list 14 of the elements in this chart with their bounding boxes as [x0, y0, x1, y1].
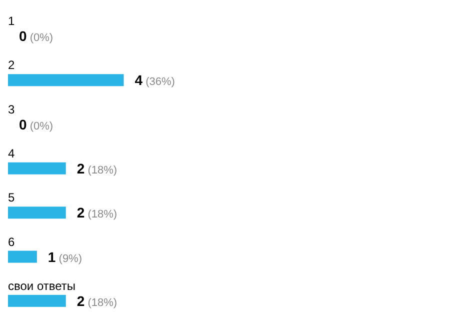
y-tick-label: 5	[8, 190, 15, 205]
y-tick-label: 3	[8, 102, 15, 116]
data-label: 0 (0%)	[19, 28, 54, 44]
y-tick-label: 4	[8, 146, 15, 160]
data-label: 2 (18%)	[76, 292, 118, 309]
y-tick-label: 6	[8, 234, 15, 249]
data-label: 2 (18%)	[76, 160, 118, 176]
data-label: 4 (36%)	[134, 72, 175, 88]
y-tick-label: 2	[8, 58, 15, 72]
data-label: 1 (9%)	[48, 248, 82, 265]
data-label: 0 (0%)	[19, 116, 54, 132]
data-label: 2 (18%)	[76, 204, 118, 221]
y-tick-label: свои ответы	[8, 278, 76, 293]
y-tick-label: 1	[8, 14, 15, 28]
